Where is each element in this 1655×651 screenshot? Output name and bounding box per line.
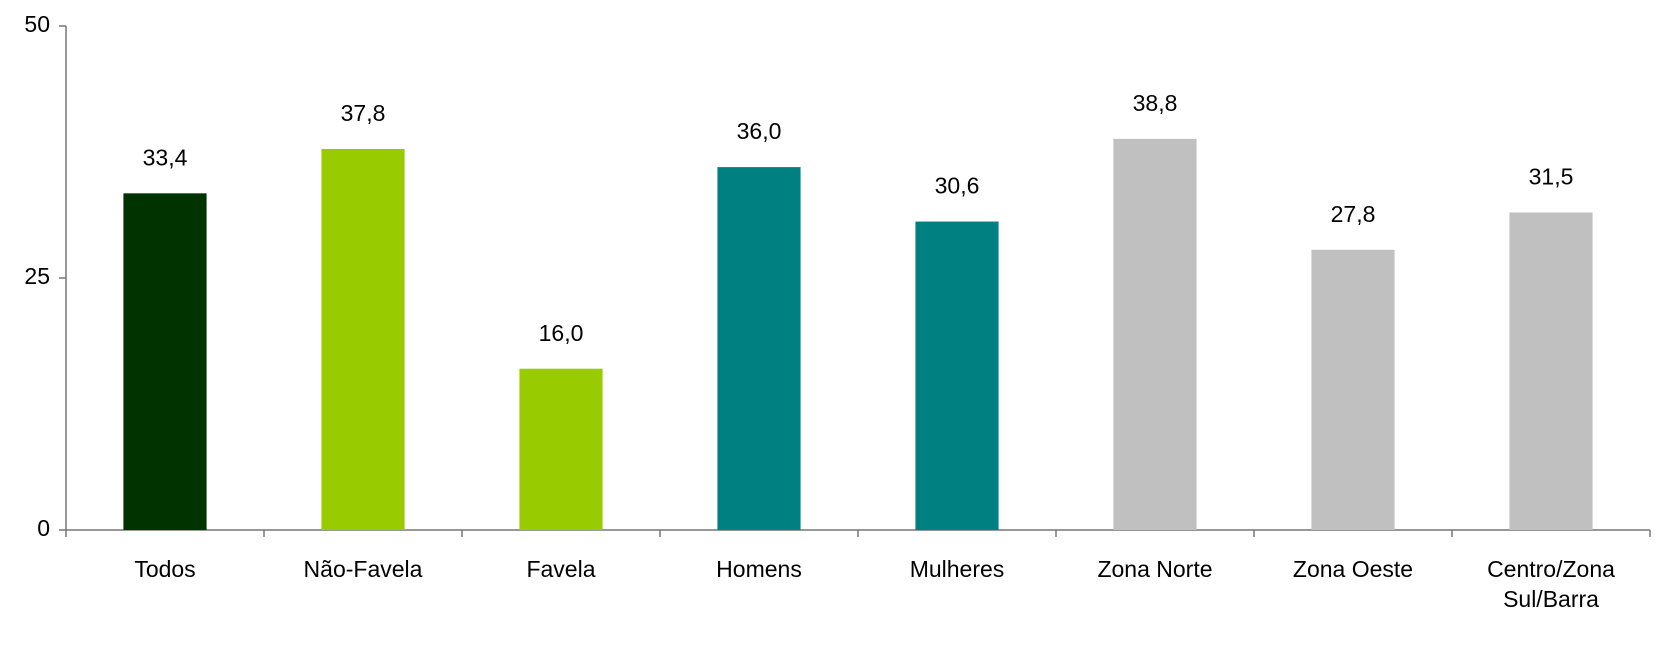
- bar: [1113, 138, 1197, 530]
- bar: [123, 193, 207, 530]
- data-label: 16,0: [539, 320, 584, 346]
- bar: [1311, 249, 1395, 530]
- x-tick-label: Zona Norte: [1097, 556, 1213, 582]
- bar: [1509, 212, 1593, 531]
- x-tick-label: Centro/Zona Sul/Barra: [1487, 556, 1615, 612]
- y-tick-label: 25: [24, 263, 50, 289]
- bar: [915, 221, 999, 530]
- x-tick-label: Mulheres: [909, 556, 1005, 582]
- data-label: 37,8: [341, 100, 386, 126]
- x-tick-label: Não-Favela: [303, 556, 423, 582]
- x-tick-label: Homens: [716, 556, 802, 582]
- data-label: 36,0: [737, 118, 782, 144]
- y-tick-label: 0: [37, 515, 50, 541]
- x-tick-label: Zona Oeste: [1292, 556, 1414, 582]
- bar: [321, 148, 405, 530]
- x-tick-label: Todos: [134, 556, 196, 582]
- data-label: 30,6: [935, 173, 980, 199]
- data-label: 33,4: [143, 144, 188, 170]
- data-label: 38,8: [1133, 90, 1178, 116]
- data-label: 27,8: [1331, 201, 1376, 227]
- bar: [717, 167, 801, 530]
- bar: [519, 368, 603, 530]
- data-label: 31,5: [1529, 164, 1574, 190]
- x-tick-label: Favela: [526, 556, 596, 582]
- y-tick-label: 50: [24, 11, 50, 37]
